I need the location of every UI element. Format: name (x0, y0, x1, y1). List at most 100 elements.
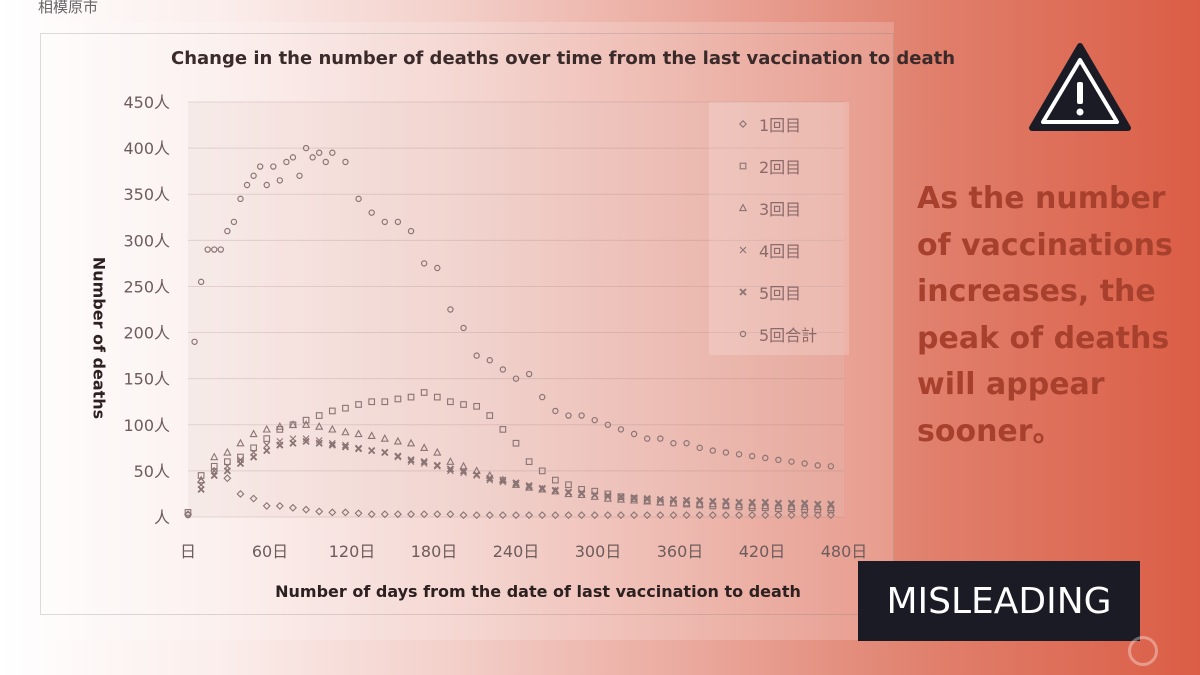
marker-shape (738, 203, 748, 212)
y-tick-label: 450人 (123, 93, 170, 112)
marker-shape (539, 393, 546, 401)
data-point (787, 499, 796, 507)
marker-shape (739, 246, 747, 254)
marker-shape (447, 398, 454, 406)
marker-shape (604, 421, 612, 428)
data-point (446, 465, 455, 473)
marker-shape (420, 389, 428, 396)
marker-shape (591, 416, 598, 424)
marker-shape (204, 246, 211, 253)
data-point (367, 510, 376, 519)
data-point (630, 511, 639, 520)
data-point (657, 435, 664, 442)
marker-shape (696, 496, 704, 505)
data-point (499, 426, 507, 433)
marker-shape (420, 260, 428, 267)
data-point (394, 452, 402, 460)
data-point (708, 511, 717, 520)
data-point (433, 393, 441, 401)
data-point (380, 510, 389, 519)
marker-shape (709, 447, 717, 454)
marker-shape (249, 494, 258, 503)
data-point (420, 443, 429, 451)
y-tick-label: 400人 (123, 139, 170, 158)
marker-shape (236, 438, 245, 447)
data-point (669, 495, 678, 504)
data-point (204, 246, 211, 253)
data-point (643, 511, 652, 520)
data-point (328, 407, 336, 415)
data-point (328, 441, 336, 449)
marker-shape (302, 437, 310, 446)
marker-shape (342, 158, 349, 166)
y-tick-label: 350人 (123, 185, 170, 204)
x-tick-label: 日 (180, 542, 196, 561)
marker-shape (263, 435, 271, 442)
legend-marker-icon (739, 288, 747, 296)
marker-shape (512, 439, 520, 447)
marker-shape (296, 172, 303, 179)
marker-shape (801, 460, 808, 467)
marker-shape (512, 481, 520, 489)
marker-shape (512, 375, 520, 382)
marker-shape (512, 511, 520, 520)
marker-shape (525, 458, 533, 466)
marker-shape (486, 476, 494, 484)
data-point (230, 218, 238, 226)
data-point (473, 402, 480, 410)
data-point (434, 264, 441, 272)
data-point (236, 489, 245, 498)
data-point (512, 375, 520, 382)
data-point (551, 486, 559, 494)
legend-marker (739, 330, 747, 338)
y-tick-label: 人 (154, 508, 170, 527)
data-point (197, 475, 206, 484)
marker-shape (329, 149, 336, 156)
data-point (381, 448, 389, 457)
data-point (552, 407, 559, 415)
marker-shape (433, 447, 442, 456)
marker-shape (197, 278, 205, 286)
legend-item: 5回目 (737, 281, 801, 303)
marker-shape (577, 511, 586, 520)
marker-shape (263, 441, 271, 449)
data-point (197, 485, 205, 493)
marker-shape (551, 486, 559, 494)
data-point (263, 441, 271, 449)
data-point (407, 458, 415, 466)
data-point (420, 260, 428, 267)
warning-triangle-icon (1029, 43, 1131, 131)
data-point (249, 429, 258, 438)
data-point (223, 467, 231, 475)
legend-marker-icon (739, 330, 747, 338)
source-label: 相模原市 (38, 0, 99, 16)
chart-card (28, 22, 894, 640)
data-point (210, 466, 219, 475)
data-point (447, 398, 454, 406)
marker-shape (616, 511, 625, 520)
data-point (262, 424, 271, 433)
data-point (447, 467, 454, 475)
data-point (578, 412, 585, 419)
data-point (288, 503, 297, 512)
data-point (237, 195, 244, 203)
data-point (669, 511, 678, 520)
marker-shape (512, 479, 520, 487)
marker-shape (801, 499, 809, 507)
marker-shape (393, 510, 402, 519)
data-point (211, 246, 218, 253)
data-point (217, 246, 224, 253)
data-point (302, 437, 310, 446)
marker-shape (420, 460, 428, 467)
legend-label: 4回目 (759, 242, 802, 261)
marker-shape (800, 511, 809, 520)
marker-shape (826, 511, 835, 520)
marker-shape (525, 370, 533, 378)
marker-shape (682, 511, 691, 520)
marker-shape (223, 474, 232, 483)
data-point (525, 458, 533, 466)
marker-shape (762, 454, 769, 462)
marker-shape (735, 451, 743, 458)
marker-shape (551, 511, 560, 520)
marker-shape (315, 507, 324, 516)
